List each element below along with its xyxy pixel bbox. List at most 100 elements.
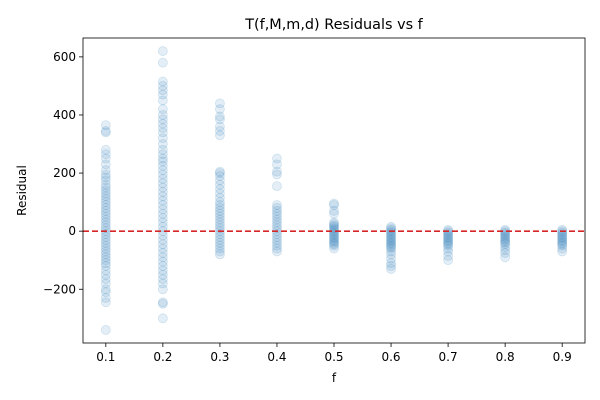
data-point [215,200,225,210]
data-point [157,85,168,96]
data-point [557,246,568,257]
data-point [215,232,225,242]
data-point [215,197,225,208]
data-point [100,234,111,245]
data-point [157,274,168,284]
data-point [100,172,111,183]
data-point [443,243,453,254]
data-point [215,208,225,219]
data-point [386,258,396,269]
data-point [100,220,111,231]
data-point [500,239,511,250]
y-tick-label: 0 [68,224,76,238]
data-point [157,261,168,271]
data-point [272,214,282,225]
data-point [157,118,168,129]
data-point [157,89,168,100]
data-point [100,214,111,225]
data-point [215,217,225,228]
data-point [272,159,282,170]
data-point [215,249,225,260]
data-point [157,104,168,115]
data-point [386,237,396,248]
data-point [386,233,396,244]
data-point [157,123,168,133]
data-point [386,232,396,242]
data-point [215,214,225,225]
data-point [215,168,225,178]
data-point [157,284,168,295]
data-point [329,200,339,210]
data-point [100,232,111,242]
data-point [157,297,168,308]
data-point [215,179,225,190]
data-point [386,264,396,274]
data-point [215,171,225,181]
data-point [329,221,339,232]
data-point [215,211,225,222]
data-point [500,248,511,258]
data-point [557,239,568,250]
x-tick-label: 0.6 [381,350,400,364]
data-point [100,194,111,205]
data-point [157,144,168,155]
data-point [329,234,339,245]
data-point [157,252,168,263]
data-point [557,234,568,245]
scatter-points [100,46,568,335]
data-point [215,111,225,122]
data-point [443,255,453,266]
data-point [157,187,168,197]
data-point [215,192,225,203]
data-point [157,217,168,228]
data-point [100,261,111,271]
data-point [329,240,339,251]
data-point [157,208,168,219]
data-point [500,236,511,247]
x-axis-label: f [332,371,337,385]
data-point [157,221,168,232]
data-point [386,253,396,264]
data-point [100,175,111,186]
data-point [329,205,339,216]
data-point [157,256,168,267]
data-point [157,200,168,210]
data-point [386,243,396,254]
data-point [215,188,225,199]
x-tick-label: 0.8 [496,350,515,364]
data-point [100,165,111,176]
data-point [272,220,282,231]
x-tick-label: 0.5 [324,350,343,364]
data-point [557,233,568,244]
data-point [157,133,168,144]
y-axis-label: Residual [15,165,29,216]
data-point [157,243,168,254]
data-point [100,243,111,254]
y-tick-label: −200 [43,282,76,296]
data-point [557,237,568,248]
data-point [329,219,339,229]
y-tick-label: 600 [53,50,76,64]
data-point [100,203,111,213]
data-point [500,232,511,242]
data-point [272,208,282,219]
data-point [100,208,111,219]
data-point [215,184,225,194]
data-point [329,220,339,231]
data-point [443,240,453,251]
data-point [157,95,168,106]
data-point [272,205,282,216]
data-point [100,149,111,160]
data-point [443,236,453,247]
data-point [443,233,453,244]
data-point [215,126,225,136]
data-point [157,81,168,91]
data-point [157,313,168,324]
data-point [386,234,396,245]
data-point [272,200,282,210]
data-point [100,182,111,193]
data-point [215,203,225,213]
data-point [272,237,282,248]
data-point [100,255,111,266]
data-point [100,217,111,228]
